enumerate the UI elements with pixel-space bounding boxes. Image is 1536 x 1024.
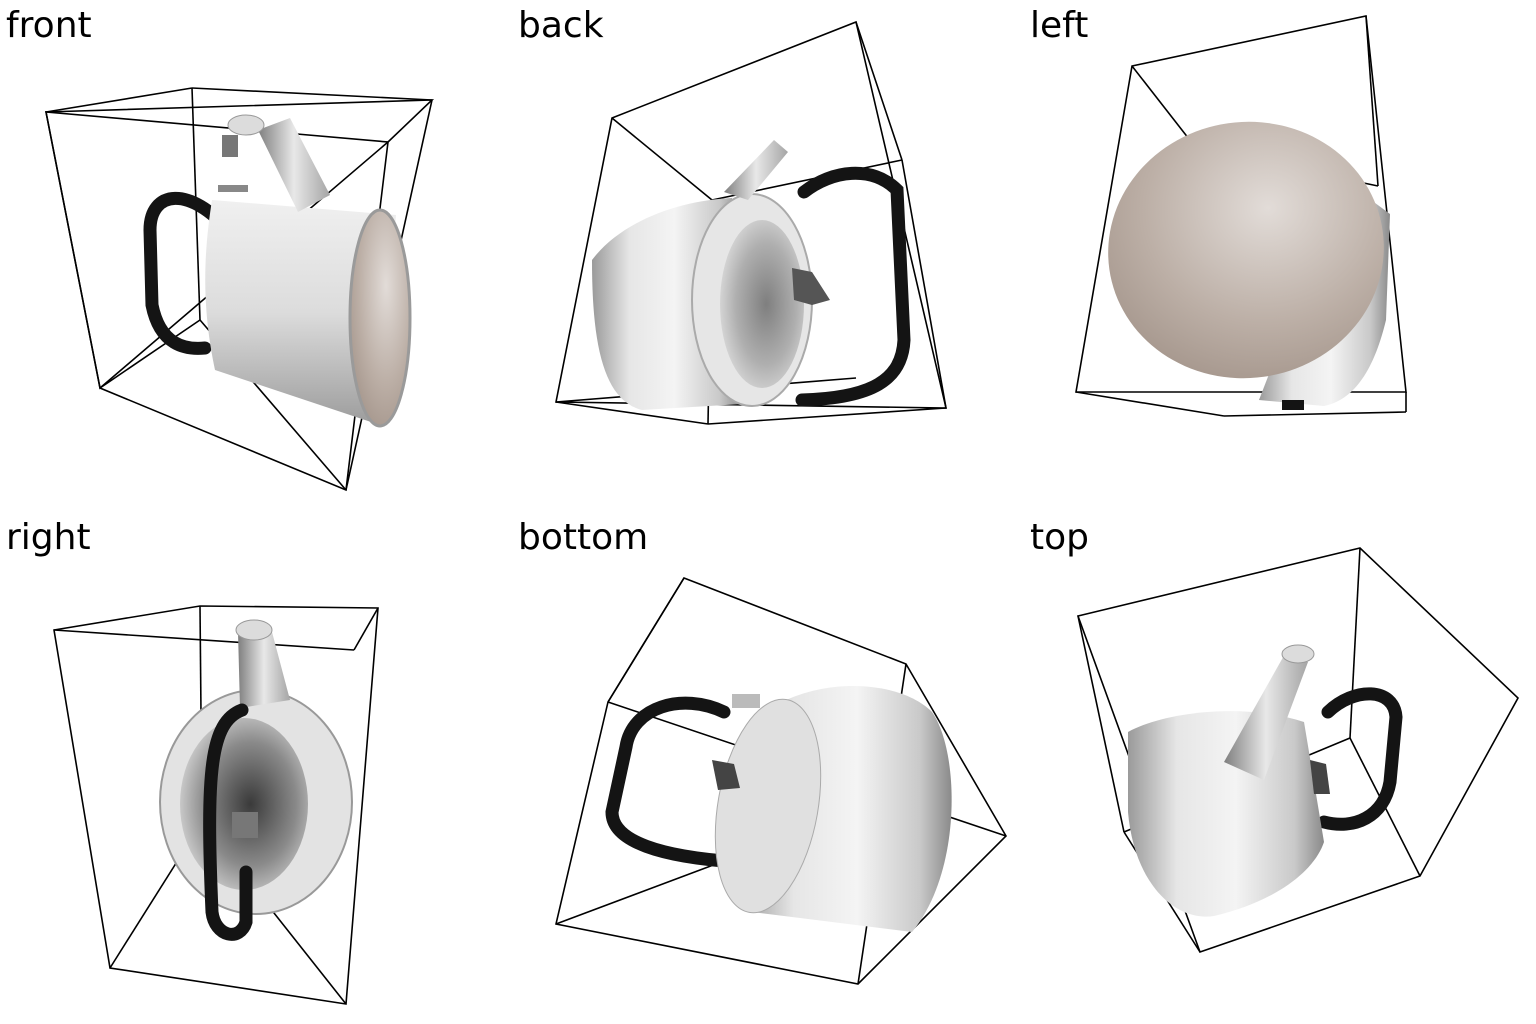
view-front: front [0, 0, 512, 512]
left-diagram [1075, 15, 1407, 417]
bottom-diagram [555, 577, 1008, 985]
right-diagram [53, 605, 379, 1005]
view-label-bottom: bottom [518, 517, 649, 558]
back-diagram [555, 20, 948, 425]
view-label-left: left [1030, 5, 1089, 46]
top-diagram [1076, 547, 1519, 954]
view-label-back: back [518, 5, 604, 46]
kettle-top [1128, 644, 1403, 917]
kettle-bottom [605, 685, 952, 932]
view-label-top: top [1030, 517, 1089, 558]
kettle-back [592, 140, 911, 410]
view-back: back [512, 0, 1024, 512]
view-label-right: right [6, 517, 91, 558]
view-left: left [1024, 0, 1536, 512]
kettle-front [143, 114, 412, 428]
kettle-right [159, 619, 353, 941]
view-bottom: bottom [512, 512, 1024, 1024]
view-top: top [1024, 512, 1536, 1024]
kettle-left [1108, 121, 1390, 410]
front-diagram [45, 87, 435, 492]
view-label-front: front [6, 5, 92, 46]
view-right: right [0, 512, 512, 1024]
